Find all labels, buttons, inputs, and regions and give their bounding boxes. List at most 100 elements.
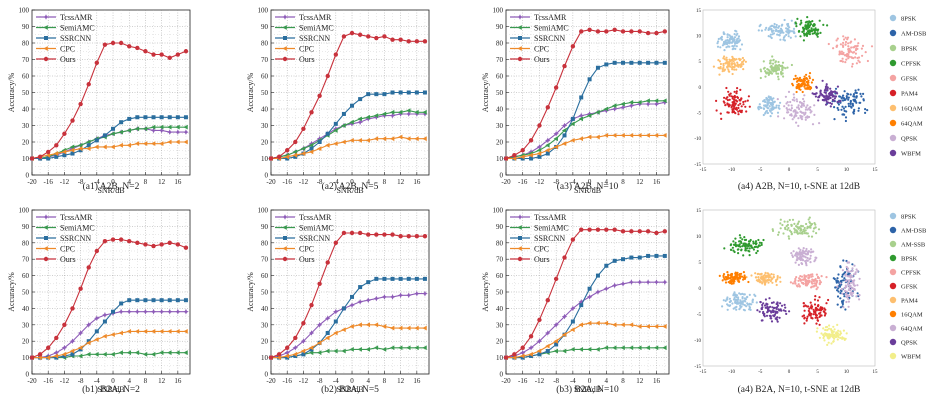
y-tick-label: 0	[265, 172, 269, 180]
scatter-point	[812, 250, 815, 253]
data-point	[341, 230, 347, 236]
x-tick-label: 8	[383, 377, 387, 385]
scatter-point	[830, 102, 833, 105]
scatter-point	[795, 276, 798, 279]
data-point	[645, 98, 650, 104]
scatter-point	[776, 320, 779, 323]
scatter-point	[840, 108, 843, 111]
legend-marker	[889, 212, 897, 220]
data-point	[62, 322, 67, 327]
scatter-point	[840, 290, 843, 293]
scatter-point	[807, 235, 810, 238]
scatter-point	[836, 100, 839, 103]
scatter-point	[769, 103, 772, 106]
scatter-point	[772, 309, 775, 312]
scatter-point	[795, 25, 798, 28]
scatter-point	[739, 65, 742, 68]
data-point	[341, 123, 346, 128]
scatter-point	[735, 108, 739, 111]
scatter-point	[840, 50, 844, 53]
scatter-point	[842, 306, 845, 309]
scatter-point	[736, 300, 739, 304]
scatter-point	[723, 55, 726, 58]
scatter-point	[780, 24, 783, 27]
data-point	[654, 230, 659, 236]
data-point	[333, 308, 339, 315]
data-point	[662, 99, 668, 106]
data-point	[389, 109, 395, 115]
data-point	[381, 136, 387, 142]
legend-label: 8PSK	[901, 214, 916, 221]
x-tick-label: -5	[758, 370, 763, 375]
data-point	[595, 273, 600, 278]
data-point	[159, 115, 164, 120]
scatter-point	[847, 42, 850, 45]
scatter-point	[854, 56, 857, 59]
scatter-point	[805, 264, 808, 267]
data-point	[94, 337, 99, 342]
data-point	[150, 127, 157, 134]
data-point	[629, 29, 634, 34]
scatter-point	[829, 96, 832, 100]
data-point	[175, 115, 180, 120]
scatter-point	[738, 63, 741, 67]
data-point	[142, 126, 148, 132]
scatter-point	[767, 281, 770, 284]
scatter-point	[777, 66, 780, 70]
scatter-point	[730, 243, 733, 246]
data-point	[110, 332, 115, 338]
data-point	[341, 306, 346, 311]
scatter-point	[755, 251, 758, 255]
scatter-point	[816, 35, 819, 38]
data-point	[544, 330, 551, 336]
scatter-point	[852, 111, 855, 114]
scatter-point	[724, 104, 727, 107]
scatter-point	[833, 335, 837, 338]
x-tick-label: 0	[788, 370, 791, 375]
scatter-point	[804, 24, 807, 27]
x-tick-label: 0	[588, 178, 592, 186]
scatter-point	[849, 281, 853, 284]
scatter-point	[829, 328, 833, 331]
scatter-point	[764, 298, 768, 301]
scatter-point	[770, 72, 774, 75]
scatter-point	[825, 83, 828, 86]
scatter-point	[762, 310, 765, 314]
data-point	[69, 348, 75, 354]
scatter-point	[792, 250, 795, 253]
data-point	[398, 90, 403, 95]
scatter-point	[845, 58, 848, 61]
data-point	[268, 355, 274, 360]
y-tick-label: 50	[496, 289, 504, 297]
scatter-point	[773, 306, 776, 309]
data-point	[520, 353, 525, 359]
y-tick-label: 15	[696, 9, 702, 14]
scatter-point	[762, 314, 766, 317]
scatter-point	[836, 285, 839, 288]
scatter-point	[728, 297, 732, 300]
scatter-point	[770, 301, 774, 304]
scatter-point	[717, 59, 720, 62]
scatter-point	[832, 94, 835, 97]
scatter-point	[857, 59, 860, 62]
data-point	[69, 338, 76, 344]
scatter-point	[818, 309, 821, 312]
scatter-point	[813, 113, 816, 116]
scatter-point	[815, 33, 818, 36]
scatter-point	[816, 327, 819, 330]
data-point	[175, 328, 180, 334]
scatter-point	[777, 78, 780, 81]
scatter-point	[840, 97, 843, 100]
scatter-point	[849, 102, 852, 105]
data-point	[381, 112, 388, 119]
scatter-point	[747, 249, 750, 252]
y-axis-label: Accuracy/%	[481, 72, 490, 112]
y-tick-label: 5	[699, 60, 702, 65]
legend-marker	[889, 254, 897, 262]
legend-marker	[517, 246, 522, 251]
data-point	[292, 351, 298, 357]
scatter-point	[730, 66, 734, 69]
data-point	[111, 309, 116, 314]
scatter-point	[742, 303, 745, 306]
scatter-point	[734, 298, 737, 301]
